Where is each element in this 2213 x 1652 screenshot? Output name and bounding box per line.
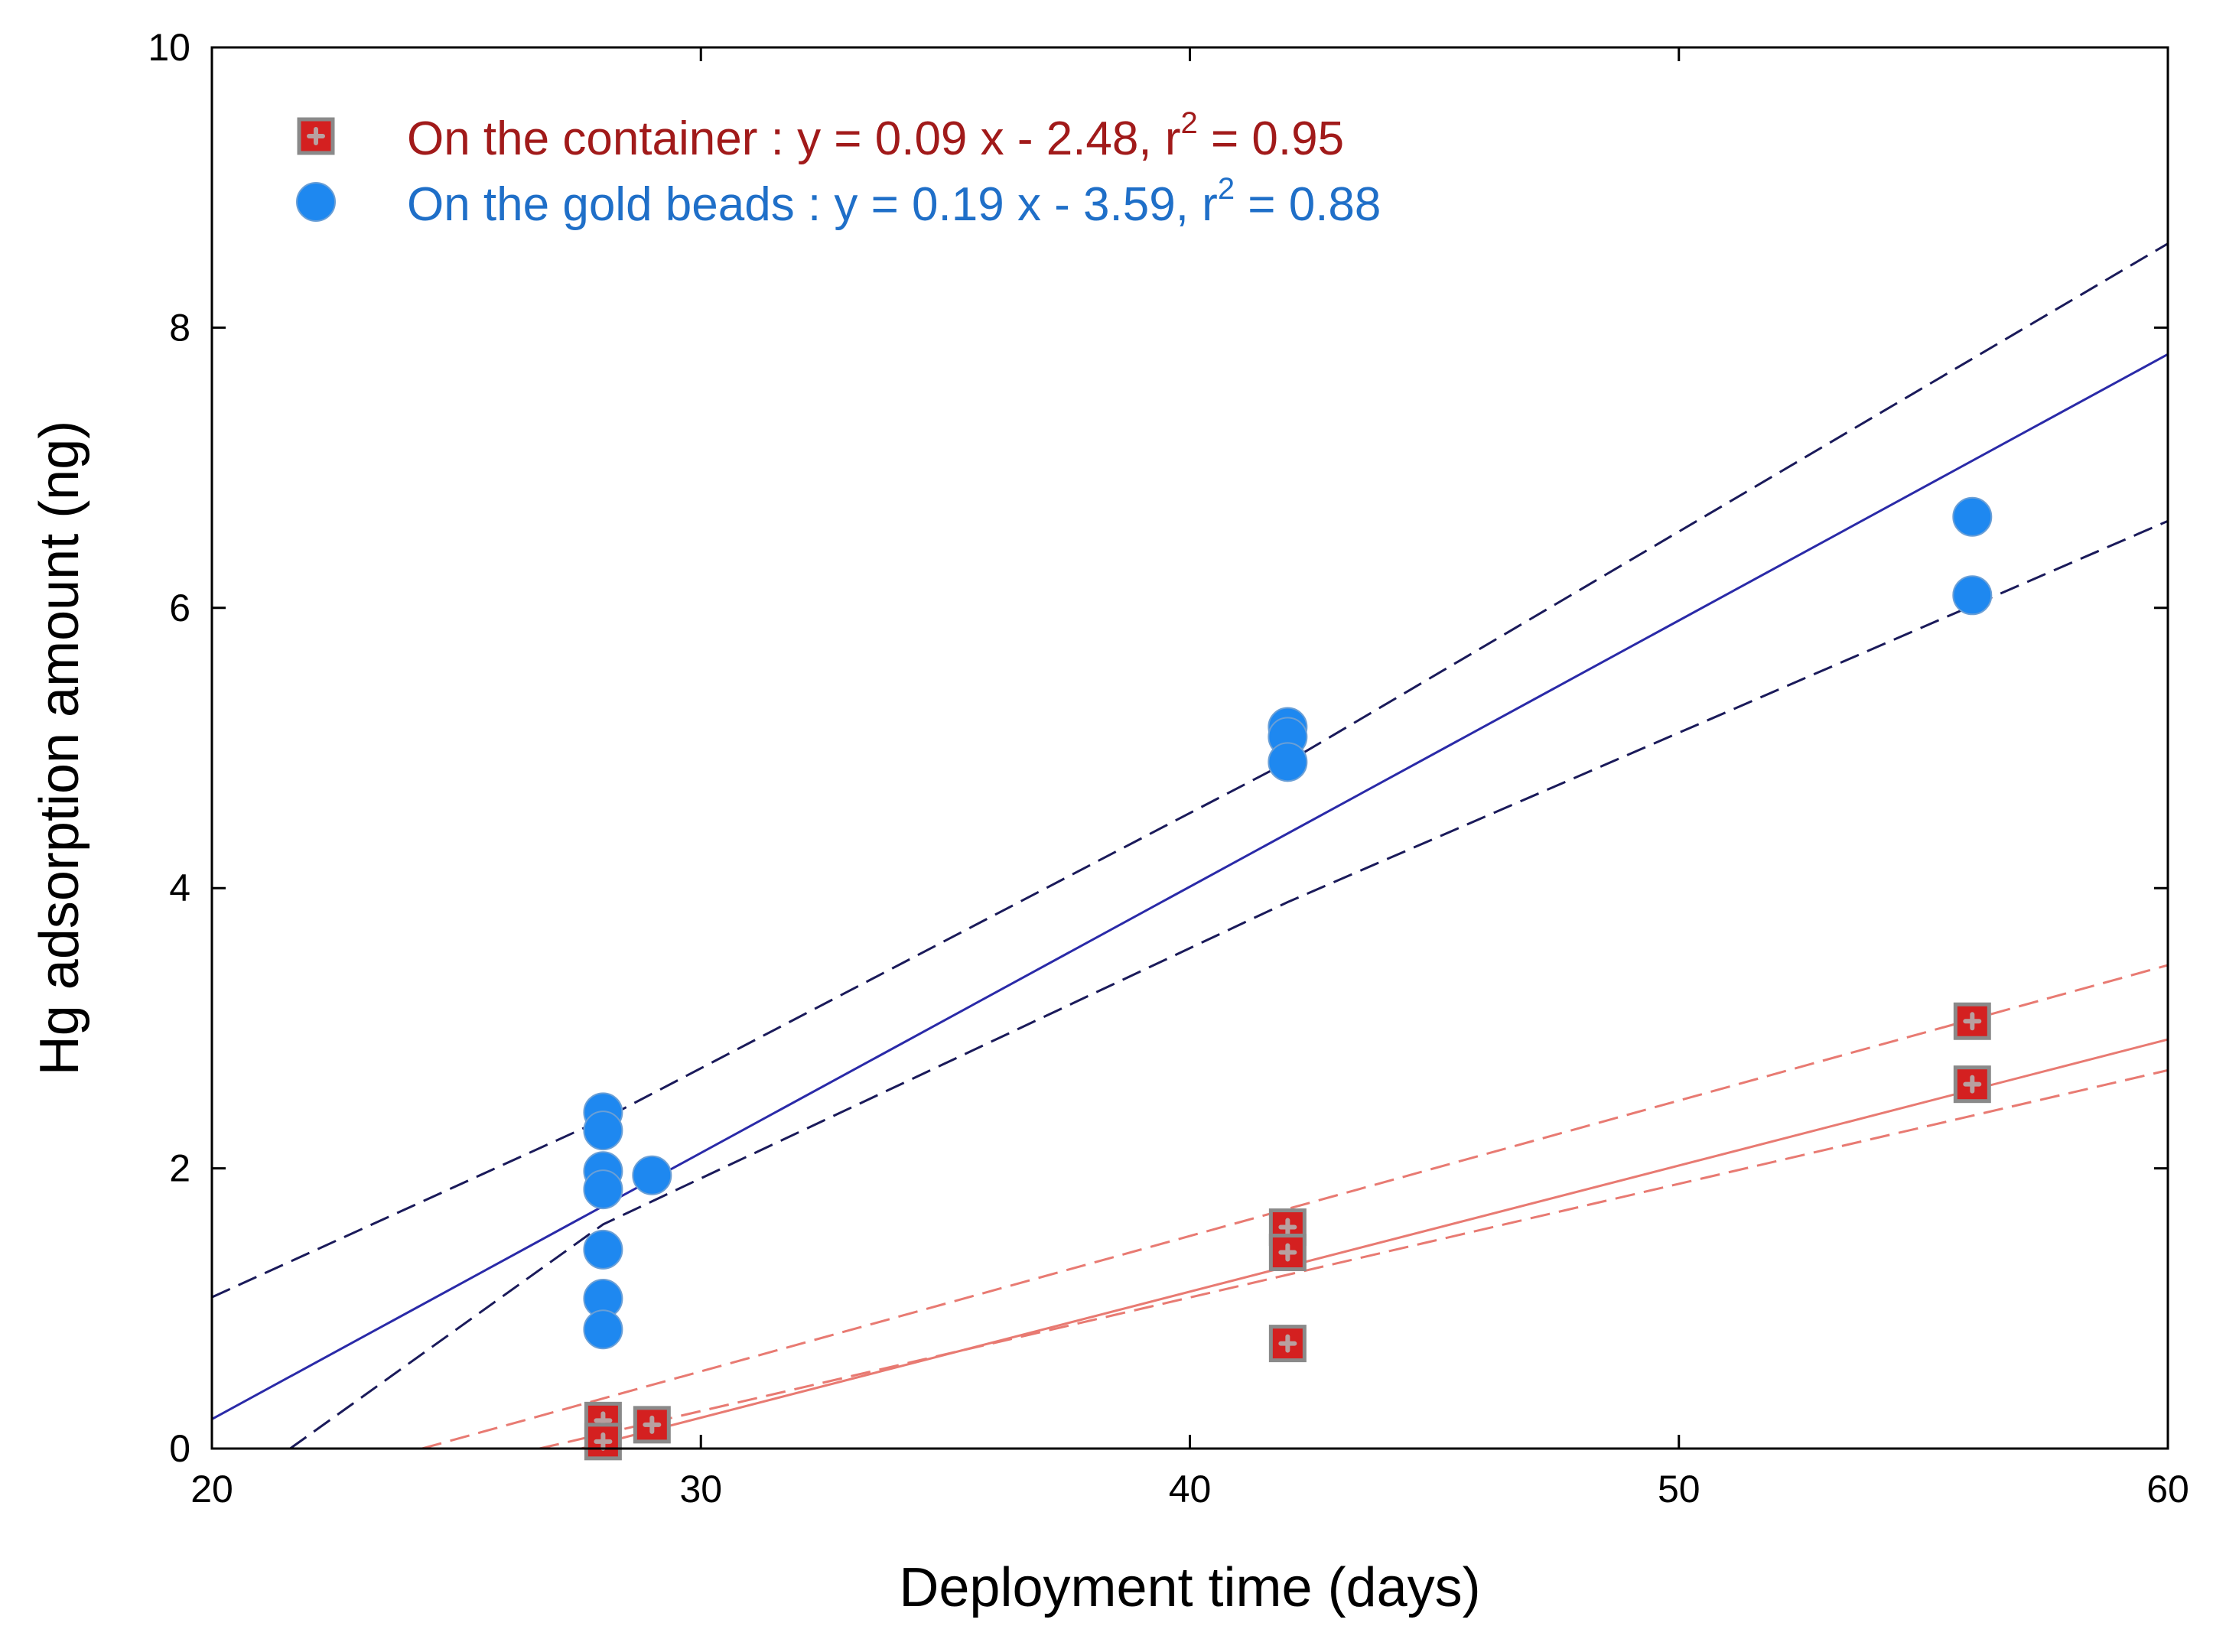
y-tick-label: 10: [148, 26, 190, 69]
legend: On the container : y = 0.09 x - 2.48, r2…: [296, 106, 1381, 231]
point-container: [584, 1423, 622, 1461]
legend-marker-gold-beads: [296, 182, 336, 222]
plus-icon: [307, 127, 325, 145]
axes: 20 30 40 50 60 0 2 4 6 8 10: [148, 26, 2189, 1511]
legend-text: On the container : y = 0.09 x - 2.48, r: [407, 112, 1181, 165]
y-tick-label: 6: [169, 587, 190, 629]
plus-icon: [594, 1432, 613, 1451]
ci-lower-gold-beads: [289, 519, 2168, 1449]
y-tick-label: 2: [169, 1147, 190, 1190]
x-tick-label: 60: [2146, 1468, 2189, 1511]
x-axis-label: Deployment time (days): [899, 1557, 1480, 1618]
y-tick-label: 4: [169, 867, 190, 909]
plus-icon: [1278, 1334, 1297, 1353]
point-gold-beads: [1952, 496, 1993, 537]
square-marker-body: [1953, 1065, 1991, 1104]
point-gold-beads: [583, 1169, 623, 1210]
point-gold-beads: [1952, 575, 1993, 616]
ci-upper-container: [421, 964, 2168, 1449]
legend-superscript: 2: [1181, 106, 1198, 140]
point-container: [1268, 1234, 1307, 1272]
fit-line-container: [576, 1038, 2168, 1449]
legend-marker-container: [297, 117, 335, 155]
x-tick-label: 30: [679, 1468, 722, 1511]
legend-text: On the gold beads : y = 0.19 x - 3.59, r: [407, 178, 1218, 231]
point-gold-beads: [583, 1229, 623, 1270]
y-tick-label: 8: [169, 306, 190, 349]
fit-line-gold-beads: [212, 353, 2168, 1420]
y-axis-label: Hg adsorption amount (ng): [29, 421, 90, 1075]
point-gold-beads: [632, 1155, 672, 1195]
legend-label-container: On the container : y = 0.09 x - 2.48, r2…: [407, 106, 1344, 165]
plus-icon: [1963, 1075, 1982, 1094]
point-gold-beads: [583, 1309, 623, 1350]
data-points: [583, 496, 1993, 1461]
fit-lines: [212, 242, 2168, 1449]
point-container: [1953, 1065, 1991, 1104]
plus-icon: [1278, 1218, 1297, 1237]
plus-icon: [1278, 1243, 1297, 1262]
plot-frame: [210, 46, 2169, 1450]
legend-label-gold-beads: On the gold beads : y = 0.19 x - 3.59, r…: [407, 172, 1381, 231]
point-gold-beads: [583, 1111, 623, 1151]
point-container: [1953, 1002, 1991, 1040]
point-container: [633, 1406, 671, 1444]
point-gold-beads: [1268, 742, 1308, 782]
x-tick-label: 50: [1658, 1468, 1700, 1511]
ci-lower-container: [539, 1068, 2168, 1449]
plus-icon: [1963, 1012, 1982, 1031]
x-tick-label: 40: [1169, 1468, 1212, 1511]
x-tick-label: 20: [190, 1468, 233, 1511]
ci-upper-gold-beads: [212, 242, 2168, 1299]
y-tick-label: 0: [169, 1427, 190, 1470]
legend-suffix: = 0.95: [1198, 112, 1344, 165]
legend-superscript: 2: [1218, 172, 1235, 206]
plus-icon: [643, 1415, 662, 1434]
legend-suffix: = 0.88: [1235, 178, 1381, 231]
point-container: [1268, 1325, 1307, 1363]
